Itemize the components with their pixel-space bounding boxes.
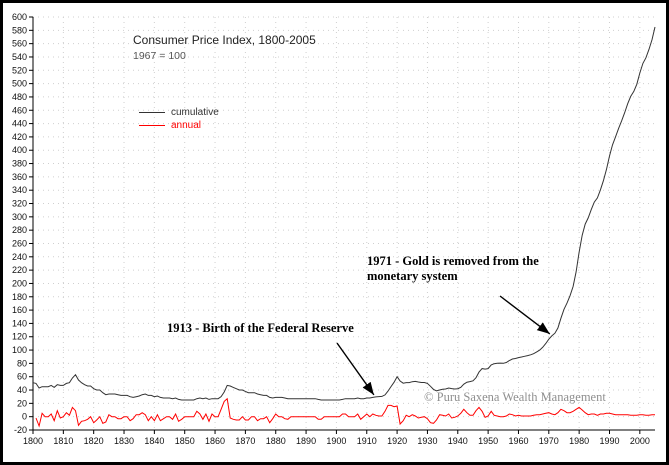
svg-text:1860: 1860 [205, 436, 225, 446]
svg-text:1800: 1800 [23, 436, 43, 446]
svg-text:1850: 1850 [175, 436, 195, 446]
watermark: © Puru Saxena Wealth Management [424, 390, 606, 404]
svg-text:560: 560 [12, 39, 27, 49]
chart-subtitle: 1967 = 100 [133, 50, 186, 62]
svg-text:1970: 1970 [539, 436, 559, 446]
svg-text:500: 500 [12, 79, 27, 89]
legend-label-annual: annual [171, 120, 202, 131]
svg-text:40: 40 [17, 385, 27, 395]
svg-text:80: 80 [17, 358, 27, 368]
svg-text:520: 520 [12, 65, 27, 75]
svg-text:420: 420 [12, 132, 27, 142]
svg-text:180: 180 [12, 292, 27, 302]
svg-text:1840: 1840 [144, 436, 164, 446]
svg-text:20: 20 [17, 398, 27, 408]
svg-text:-20: -20 [14, 425, 27, 435]
legend-item-annual: annual [139, 119, 219, 132]
svg-text:1940: 1940 [448, 436, 468, 446]
annotation-1971-line2: monetary system [367, 269, 458, 283]
svg-text:360: 360 [12, 172, 27, 182]
cumulative-line-swatch [139, 112, 165, 113]
svg-text:540: 540 [12, 52, 27, 62]
svg-text:0: 0 [22, 412, 27, 422]
svg-text:1990: 1990 [599, 436, 619, 446]
svg-text:1810: 1810 [53, 436, 73, 446]
legend-item-cumulative: cumulative [139, 106, 219, 119]
svg-text:580: 580 [12, 25, 27, 35]
annual-line-swatch [139, 125, 165, 126]
svg-text:220: 220 [12, 265, 27, 275]
svg-text:1910: 1910 [357, 436, 377, 446]
svg-text:460: 460 [12, 105, 27, 115]
svg-text:1820: 1820 [84, 436, 104, 446]
svg-text:200: 200 [12, 278, 27, 288]
svg-text:1890: 1890 [296, 436, 316, 446]
svg-text:160: 160 [12, 305, 27, 315]
svg-text:1920: 1920 [387, 436, 407, 446]
svg-text:280: 280 [12, 225, 27, 235]
annotation-1971-line1: 1971 - Gold is removed from the [367, 254, 539, 268]
svg-text:140: 140 [12, 318, 27, 328]
svg-text:100: 100 [12, 345, 27, 355]
svg-text:260: 260 [12, 238, 27, 248]
svg-text:1960: 1960 [508, 436, 528, 446]
chart-title: Consumer Price Index, 1800-2005 [133, 33, 316, 47]
svg-text:400: 400 [12, 145, 27, 155]
svg-text:320: 320 [12, 199, 27, 209]
svg-text:1830: 1830 [114, 436, 134, 446]
svg-text:1880: 1880 [266, 436, 286, 446]
svg-text:380: 380 [12, 159, 27, 169]
svg-text:1950: 1950 [478, 436, 498, 446]
svg-text:1870: 1870 [235, 436, 255, 446]
svg-text:340: 340 [12, 185, 27, 195]
svg-text:1980: 1980 [569, 436, 589, 446]
svg-text:1900: 1900 [326, 436, 346, 446]
svg-text:240: 240 [12, 252, 27, 262]
annotation-1913: 1913 - Birth of the Federal Reserve [167, 321, 354, 335]
svg-text:600: 600 [12, 12, 27, 22]
svg-text:1930: 1930 [417, 436, 437, 446]
legend-label-cumulative: cumulative [171, 107, 219, 118]
cpi-line-chart: -20 0 20 40 60 80 100 120 140 160 180 200 220 240 260 2… [12, 12, 656, 446]
svg-text:2000: 2000 [630, 436, 650, 446]
legend: cumulative annual [139, 106, 219, 132]
svg-text:300: 300 [12, 212, 27, 222]
svg-text:60: 60 [17, 372, 27, 382]
svg-text:440: 440 [12, 119, 27, 129]
svg-text:480: 480 [12, 92, 27, 102]
svg-text:120: 120 [12, 332, 27, 342]
annotation-1971: 1971 - Gold is removed from the monetary… [367, 254, 539, 284]
